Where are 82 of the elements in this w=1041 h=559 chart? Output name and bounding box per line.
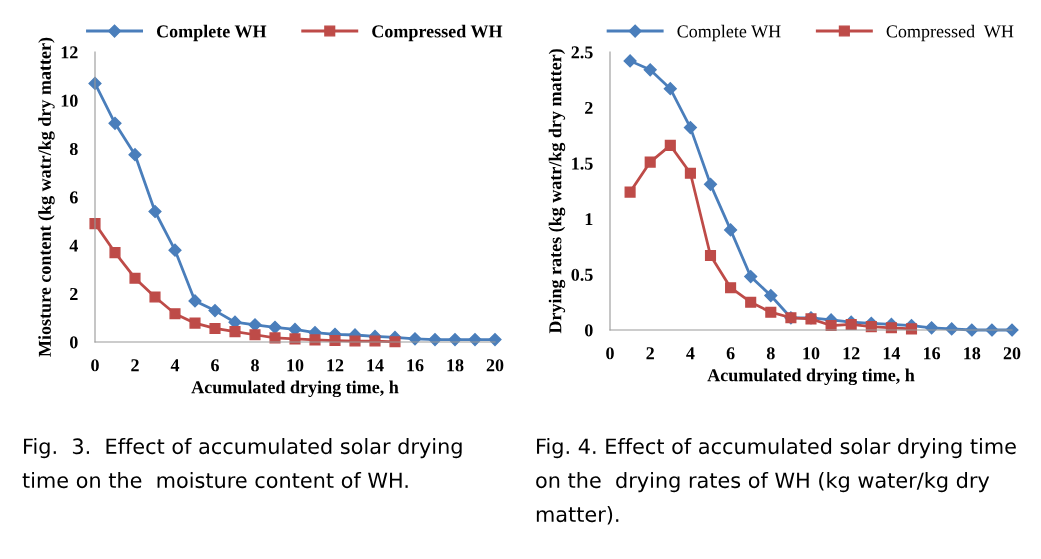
point xyxy=(148,204,162,219)
point xyxy=(229,326,241,338)
y-tick-label: 2 xyxy=(70,287,78,300)
y-axis-title: Drying rates (kg watr/kg dry matter) xyxy=(548,49,566,334)
point xyxy=(703,177,718,191)
point xyxy=(169,308,181,320)
x-tick-label: 0 xyxy=(91,359,99,372)
y-tick-label: 2.5 xyxy=(571,46,593,59)
point xyxy=(624,186,636,198)
x-axis-title: Acumulated drying time, h xyxy=(191,380,399,398)
x-axis-title: Acumulated drying time, h xyxy=(707,368,915,386)
point xyxy=(369,335,381,347)
point xyxy=(704,249,717,262)
legend-label: Compressed WH xyxy=(886,24,1014,42)
x-tick-label: 2 xyxy=(646,347,654,360)
x-tick-label: 18 xyxy=(447,359,464,372)
caption: Fig. 3. Effect of accumulated solar drying time on the moisture content of WH. xyxy=(22,438,462,489)
x-tick-label: 10 xyxy=(287,359,304,372)
y-tick-label: 6 xyxy=(69,191,78,204)
x-tick-label: 4 xyxy=(170,359,180,372)
point xyxy=(268,320,282,334)
x-tick-label: 16 xyxy=(924,347,941,360)
point xyxy=(744,270,758,284)
point xyxy=(89,218,101,230)
point xyxy=(745,296,757,308)
point xyxy=(623,54,637,68)
x-tick-label: 8 xyxy=(766,347,775,360)
y-tick-label: 0 xyxy=(69,336,78,349)
y-tick-label: 0 xyxy=(584,324,593,337)
x-tick-label: 14 xyxy=(883,347,901,360)
point xyxy=(663,82,677,96)
y-tick-label: 2 xyxy=(585,101,593,114)
point xyxy=(644,156,656,168)
x-tick-label: 0 xyxy=(606,347,614,360)
point xyxy=(149,291,161,303)
legend-label: Complete WH xyxy=(156,24,267,42)
point xyxy=(725,282,737,294)
y-tick-label: 1.5 xyxy=(572,157,593,170)
x-tick-label: 2 xyxy=(131,359,139,372)
point xyxy=(683,121,697,135)
y-tick-label: 12 xyxy=(61,46,78,59)
point xyxy=(765,306,777,318)
x-tick-label: 18 xyxy=(964,347,981,360)
point xyxy=(248,318,262,332)
y-tick-label: 4 xyxy=(69,239,78,252)
y-axis-title: Miosture content (kg watr/kg dry matter) xyxy=(38,37,55,357)
x-tick-label: 4 xyxy=(686,347,695,360)
point xyxy=(643,63,657,77)
x-tick-label: 8 xyxy=(251,359,259,372)
point xyxy=(128,148,142,162)
point xyxy=(209,322,221,335)
point xyxy=(684,167,696,179)
x-tick-label: 6 xyxy=(211,359,219,372)
x-tick-label: 20 xyxy=(1003,347,1021,360)
legend-label: Complete WH xyxy=(677,24,781,42)
point xyxy=(488,332,502,347)
y-tick-label: 8 xyxy=(69,142,78,156)
y-tick-label: 1 xyxy=(585,213,593,226)
point xyxy=(189,317,201,329)
point xyxy=(168,243,182,257)
point xyxy=(408,332,422,346)
y-tick-label: 0.5 xyxy=(571,268,593,281)
x-tick-label: 12 xyxy=(327,359,344,372)
x-tick-label: 6 xyxy=(726,347,735,360)
point xyxy=(764,288,778,303)
point xyxy=(724,223,738,237)
point xyxy=(109,247,121,259)
x-tick-label: 12 xyxy=(843,347,860,360)
point xyxy=(108,116,122,130)
legend-label: Compressed WH xyxy=(372,24,503,42)
y-tick-label: 10 xyxy=(61,94,78,107)
point xyxy=(664,139,676,151)
point xyxy=(208,303,222,318)
point xyxy=(129,272,141,284)
point xyxy=(249,329,261,341)
caption: Fig. 4. Effect of accumulated solar drying time on the drying rates of WH (kg water/kg dry matter). xyxy=(536,438,1016,525)
x-tick-label: 20 xyxy=(486,359,504,372)
x-tick-label: 14 xyxy=(367,359,384,372)
point xyxy=(188,294,202,308)
x-tick-label: 16 xyxy=(407,359,424,372)
x-tick-label: 10 xyxy=(803,347,820,360)
point xyxy=(349,335,361,347)
